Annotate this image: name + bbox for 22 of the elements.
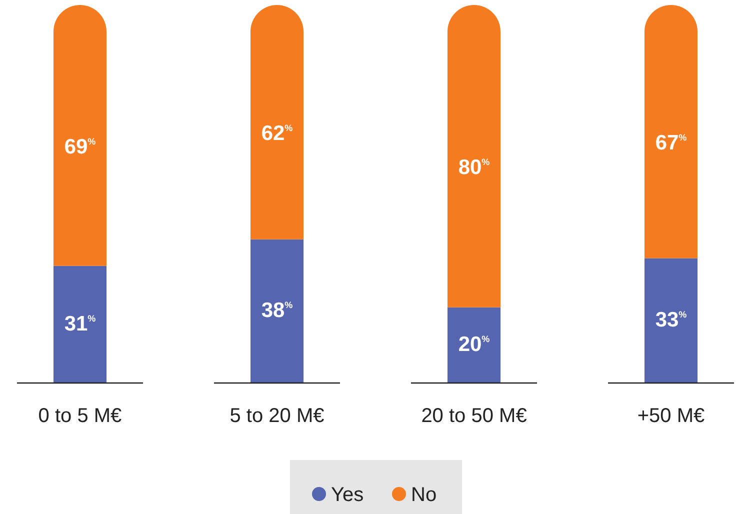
x-tick-label: 0 to 5 M€ <box>38 405 122 427</box>
bar <box>644 5 698 258</box>
data-label: 67$^{%}$ <box>655 131 687 154</box>
x-tick-label: 20 to 50 M€ <box>421 405 527 427</box>
data-label: 80$^{%}$ <box>458 156 490 179</box>
bar <box>644 258 698 383</box>
bar <box>250 239 304 383</box>
bar <box>54 5 106 266</box>
data-label: 38$^{%}$ <box>261 298 293 322</box>
bar <box>448 307 500 383</box>
x-tick-label: +50 M€ <box>637 405 705 427</box>
bar <box>250 5 304 240</box>
legend-label: Yes <box>331 484 364 506</box>
data-label: 69$^{%}$ <box>64 134 96 158</box>
x-tick-label: 5 to 20 M€ <box>230 405 324 427</box>
data-label: 31$^{%}$ <box>64 312 96 335</box>
data-label: 62$^{%}$ <box>261 122 293 145</box>
legend-label: No <box>411 484 437 506</box>
data-label: 20$^{%}$ <box>458 332 490 356</box>
data-label: 33$^{%}$ <box>655 308 687 332</box>
bar <box>54 266 106 383</box>
bar <box>448 5 500 308</box>
